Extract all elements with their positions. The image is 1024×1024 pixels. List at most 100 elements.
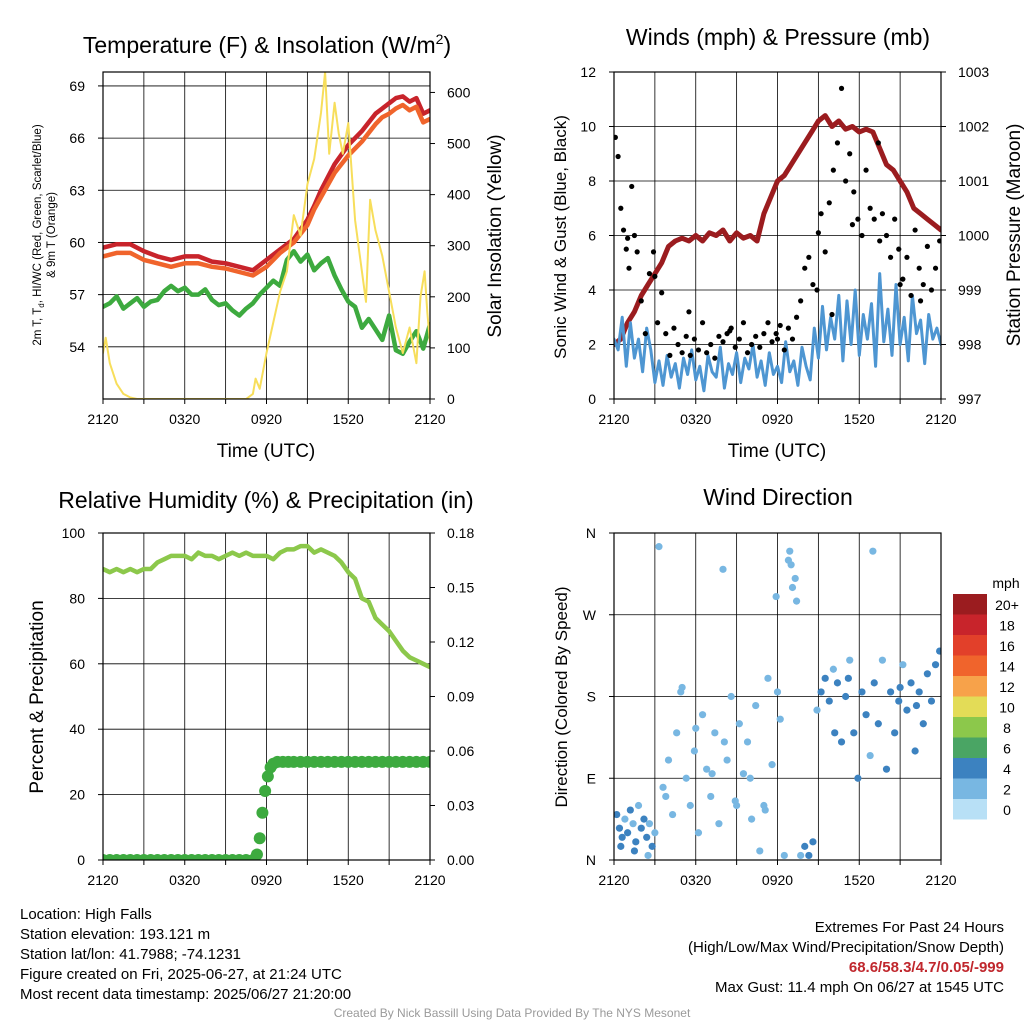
direction-point <box>698 711 707 719</box>
data-point <box>753 333 759 339</box>
direction-point <box>719 565 727 573</box>
direction-point <box>776 715 784 723</box>
y-tick-label: 80 <box>69 590 85 606</box>
legend-label: 18 <box>999 618 1015 634</box>
direction-point <box>648 842 656 850</box>
legend-label: 8 <box>1003 720 1011 736</box>
direction-point <box>833 679 842 687</box>
direction-point <box>668 810 677 819</box>
y-tick-label-right: 1000 <box>958 228 989 244</box>
legend-swatch <box>953 614 987 635</box>
data-point <box>744 350 751 356</box>
data-point <box>777 322 783 329</box>
plot-border <box>613 71 942 400</box>
direction-point <box>805 851 813 860</box>
x-tick-label: 0320 <box>680 411 711 427</box>
direction-point <box>692 724 700 732</box>
y-tick-label: 40 <box>69 721 85 737</box>
direction-point <box>858 688 866 696</box>
temperature-chart: 2120 0320 0920 1520 2120 54 57 60 63 66 69 0 100 200 3… <box>69 71 471 427</box>
direction-point <box>735 720 743 728</box>
data-point <box>822 249 828 255</box>
x-tick-label: 0920 <box>762 872 793 888</box>
direction-point <box>686 801 694 810</box>
direction-point <box>911 747 919 755</box>
data-point <box>765 320 771 326</box>
x-tick-label: 0320 <box>169 411 200 427</box>
direction-point <box>690 747 698 755</box>
created-text: Figure created on Fri, 2025-06-27, at 21… <box>20 966 342 983</box>
direction-point <box>825 697 833 705</box>
data-point <box>883 232 890 239</box>
x-tick-label: 1520 <box>844 872 875 888</box>
direction-point <box>707 792 715 801</box>
temp-ylabel-left: 2m T, Td, HI/WC (Red, Green, Scarlet/Blu… <box>32 124 46 345</box>
data-point <box>732 344 738 350</box>
legend-swatch <box>953 594 987 615</box>
legend-label: 12 <box>999 679 1015 695</box>
data-point <box>912 227 918 233</box>
data-point <box>687 352 693 358</box>
data-point <box>896 246 902 252</box>
y-tick-label-right: 0 <box>447 391 455 407</box>
direction-point <box>927 697 936 705</box>
y-tick-label: N <box>586 852 596 868</box>
x-tick-label: 2120 <box>87 411 118 427</box>
speed-legend: mph 20+ 18 16 14 12 10 8 6 4 2 0 <box>953 575 1020 820</box>
y-tick-label-right: 200 <box>447 289 471 305</box>
direction-point <box>844 674 852 682</box>
series-line <box>103 72 430 399</box>
y-tick-label: 8 <box>588 173 596 189</box>
x-tick-label: 1520 <box>333 872 364 888</box>
direction-point <box>711 729 719 737</box>
data-point <box>785 325 792 331</box>
credit-text: Created By Nick Bassill Using Data Provi… <box>333 1006 691 1020</box>
direction-point <box>899 661 907 669</box>
direction-point <box>915 688 923 696</box>
direction-point <box>936 647 941 655</box>
direction-point <box>664 756 673 764</box>
direction-point <box>626 806 634 814</box>
direction-point <box>659 783 667 791</box>
direction-point <box>923 670 931 678</box>
data-point <box>631 232 638 239</box>
location-text: Location: High Falls <box>20 906 152 923</box>
direction-point <box>862 711 870 719</box>
y-tick-label: 0 <box>77 852 85 868</box>
latlon-text: Station lat/lon: 41.7988; -74.1231 <box>20 946 242 963</box>
temp-title: Temperature (F) & Insolation (W/m2) <box>83 31 451 58</box>
data-point <box>699 320 706 326</box>
direction-point <box>797 851 805 860</box>
x-tick-label: 1520 <box>333 411 364 427</box>
direction-point <box>764 674 772 682</box>
data-point <box>671 325 677 331</box>
x-tick-label: 2120 <box>925 872 956 888</box>
x-tick-label: 1520 <box>844 411 875 427</box>
plot-area <box>614 85 941 393</box>
legend-label: 16 <box>999 638 1015 654</box>
data-point <box>818 211 824 217</box>
wind-ylabel-right: Station Pressure (Maroon) <box>1004 124 1024 347</box>
plot-border <box>613 532 942 861</box>
data-point <box>623 246 629 252</box>
data-point <box>683 333 689 339</box>
data-point <box>875 140 881 146</box>
y-tick-label: 4 <box>588 282 596 298</box>
direction-point <box>870 679 878 687</box>
direction-point <box>677 688 685 696</box>
x-tick-label: 0920 <box>251 872 282 888</box>
x-tick-label: 2120 <box>598 411 629 427</box>
data-point <box>810 281 816 288</box>
data-point <box>924 243 930 249</box>
direction-point <box>752 701 760 710</box>
data-point <box>740 320 747 326</box>
data-point <box>629 183 635 190</box>
y-tick-label-right: 100 <box>447 340 471 356</box>
data-point <box>855 216 861 222</box>
y-tick-label: S <box>587 689 596 705</box>
direction-point <box>630 847 639 855</box>
x-tick-label: 0320 <box>169 872 200 888</box>
direction-point <box>637 824 645 832</box>
data-point <box>686 309 692 315</box>
direction-point <box>907 679 915 687</box>
